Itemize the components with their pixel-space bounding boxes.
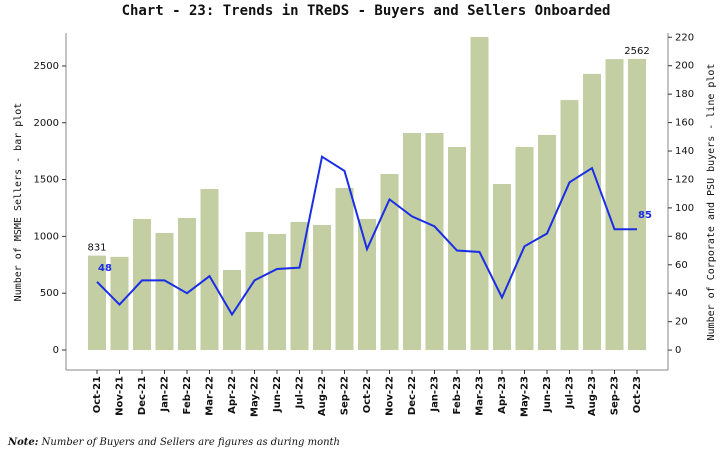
data-label: 831 — [87, 243, 106, 254]
data-label: 2562 — [624, 46, 649, 57]
y2-tick-label: 0 — [675, 345, 681, 356]
note-text: Number of Buyers and Sellers are figures… — [38, 437, 340, 448]
bar — [358, 218, 376, 351]
bar — [155, 232, 174, 351]
x-tick-label: Jul-22 — [295, 376, 306, 409]
y2-tick-label: 220 — [675, 32, 694, 43]
bar — [268, 233, 286, 351]
bar — [178, 217, 196, 351]
bar — [200, 189, 219, 351]
bar — [493, 184, 511, 351]
x-tick-label: Sep-23 — [610, 376, 621, 415]
bar — [245, 231, 264, 351]
x-tick-label: Oct-21 — [92, 376, 103, 413]
x-tick-label: Aug-23 — [587, 376, 598, 416]
bar — [583, 73, 601, 351]
x-tick-label: Mar-22 — [205, 376, 216, 416]
x-tick-label: Apr-23 — [497, 376, 508, 414]
y2-tick-label: 180 — [675, 89, 694, 100]
x-tick-label: Nov-21 — [115, 376, 126, 416]
x-tick-label: Nov-22 — [385, 376, 396, 416]
y-tick-label: 1500 — [34, 175, 59, 186]
bar — [380, 174, 399, 351]
x-tick-label: Jan-22 — [160, 376, 171, 413]
y-tick-label: 2000 — [34, 118, 59, 129]
x-tick-label: Dec-22 — [407, 376, 418, 415]
y-tick-label: 0 — [53, 345, 59, 356]
y-tick-label: 500 — [40, 288, 59, 299]
bar — [425, 132, 444, 351]
bar — [313, 225, 331, 351]
y2-tick-label: 200 — [675, 61, 694, 72]
y2-tick-label: 20 — [675, 317, 688, 328]
y2-tick-label: 160 — [675, 118, 694, 129]
x-tick-label: Sep-22 — [340, 376, 351, 415]
x-tick-label: Oct-23 — [632, 376, 643, 413]
x-tick-label: Oct-22 — [362, 376, 373, 413]
y2-tick-label: 100 — [675, 203, 694, 214]
x-tick-label: Jun-22 — [272, 376, 283, 413]
x-tick-label: Dec-21 — [137, 376, 148, 415]
line — [96, 155, 637, 317]
x-tick-label: May-23 — [520, 376, 531, 417]
bar — [88, 255, 106, 351]
note-label: Note: — [7, 437, 39, 448]
x-tick-label: Mar-23 — [475, 376, 486, 416]
y-tick-label: 1000 — [34, 231, 59, 242]
data-label: 85 — [638, 210, 652, 221]
chart-title: Chart - 23: Trends in TReDS - Buyers and… — [122, 3, 611, 19]
bar — [223, 270, 241, 351]
data-label: 48 — [98, 263, 112, 274]
bar — [470, 36, 489, 351]
x-tick-label: May-22 — [250, 376, 261, 417]
bar — [335, 187, 354, 351]
bar — [538, 134, 556, 351]
y2-tick-label: 80 — [675, 231, 688, 242]
y2-tick-label: 40 — [675, 288, 688, 299]
x-tick-label: Jul-23 — [565, 376, 576, 409]
x-tick-label: Jan-23 — [430, 376, 441, 413]
bar — [403, 132, 421, 351]
y2-tick-label: 120 — [675, 174, 694, 185]
bar — [290, 221, 309, 351]
x-tick-label: Aug-22 — [317, 376, 328, 416]
y2-axis-title: Number of Corporate and PSU buyers - lin… — [706, 64, 717, 341]
x-tick-label: Feb-22 — [182, 376, 193, 414]
y-tick-label: 2500 — [34, 61, 59, 72]
y-axis-title: Number of MSME Sellers - bar plot — [13, 103, 24, 302]
bar — [605, 59, 624, 351]
y2-tick-label: 140 — [675, 146, 694, 157]
bar — [133, 218, 151, 351]
bar — [628, 58, 646, 351]
x-tick-label: Feb-23 — [452, 376, 463, 414]
x-tick-label: Apr-22 — [227, 376, 238, 414]
note: Note: Number of Buyers and Sellers are f… — [7, 437, 340, 448]
x-tick-label: Jun-23 — [542, 376, 553, 413]
bar — [448, 146, 466, 351]
bar — [560, 100, 579, 351]
y2-tick-label: 60 — [675, 260, 688, 271]
